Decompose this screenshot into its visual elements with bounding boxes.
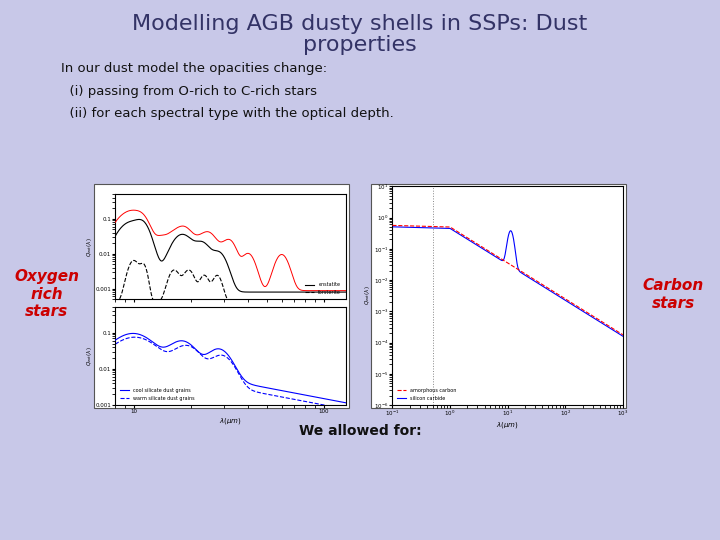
warm silicate dust grains: [278, 394, 287, 400]
Text: We allowed for:: We allowed for:: [299, 424, 421, 438]
silicon carbide: [429, 225, 438, 231]
Y-axis label: $Q_{ext}(\lambda)$: $Q_{ext}(\lambda)$: [85, 237, 94, 256]
X-axis label: $\lambda(\mu m)$: $\lambda(\mu m)$: [219, 416, 242, 426]
enstatite: [337, 289, 346, 295]
warm silicate dust grains: [130, 334, 139, 340]
amorphous carbon: [562, 296, 570, 302]
amorphous carbon: [542, 284, 551, 290]
enstatite: [301, 289, 310, 295]
warm silicate dust grains: [186, 343, 195, 350]
amorphous carbon: [492, 253, 501, 259]
enstatite: [221, 255, 230, 262]
Text: Carbon
stars: Carbon stars: [642, 278, 704, 310]
cool silicate dust grains: [278, 387, 287, 394]
amorphous carbon: [524, 273, 533, 279]
Text: properties: properties: [303, 35, 417, 55]
Legend: amorphous carbon, silicon carbide: amorphous carbon, silicon carbide: [395, 386, 459, 402]
Text: (i) passing from O-rich to C-rich stars: (i) passing from O-rich to C-rich stars: [61, 85, 318, 98]
enstatite: [341, 289, 350, 295]
forsterite: [221, 291, 230, 297]
cool silicate dust grains: [129, 330, 138, 336]
Y-axis label: $Q_{ext}(\lambda)$: $Q_{ext}(\lambda)$: [364, 286, 372, 306]
warm silicate dust grains: [256, 390, 265, 396]
forsterite: [248, 299, 257, 306]
enstatite: [111, 233, 120, 239]
Legend: enstatite, forsterite: enstatite, forsterite: [303, 280, 343, 297]
Line: warm silicate dust grains: warm silicate dust grains: [115, 337, 346, 409]
enstatite: [274, 289, 282, 295]
Line: forsterite: forsterite: [115, 260, 346, 302]
Line: enstatite: enstatite: [115, 219, 346, 292]
enstatite: [222, 259, 231, 265]
FancyBboxPatch shape: [94, 184, 349, 408]
warm silicate dust grains: [279, 394, 287, 401]
Legend: cool silicate dust grains, warm silicate dust grains: cool silicate dust grains, warm silicate…: [117, 386, 197, 402]
silicon carbide: [562, 298, 570, 304]
forsterite: [341, 299, 350, 306]
cool silicate dust grains: [139, 333, 148, 339]
forsterite: [249, 299, 258, 306]
amorphous carbon: [618, 332, 627, 338]
enstatite: [248, 289, 257, 295]
forsterite: [130, 257, 138, 264]
cool silicate dust grains: [256, 383, 265, 390]
cool silicate dust grains: [341, 400, 350, 406]
enstatite: [135, 216, 143, 222]
amorphous carbon: [447, 225, 456, 231]
silicon carbide: [542, 285, 551, 292]
Line: silicon carbide: silicon carbide: [392, 227, 623, 336]
warm silicate dust grains: [203, 355, 212, 362]
forsterite: [111, 299, 120, 306]
Line: amorphous carbon: amorphous carbon: [392, 225, 623, 335]
warm silicate dust grains: [111, 341, 120, 347]
cool silicate dust grains: [111, 337, 120, 343]
silicon carbide: [447, 226, 456, 233]
amorphous carbon: [429, 223, 438, 230]
Y-axis label: $Q_{ext}(\lambda)$: $Q_{ext}(\lambda)$: [85, 346, 94, 366]
silicon carbide: [492, 254, 501, 261]
forsterite: [337, 299, 346, 306]
FancyBboxPatch shape: [371, 184, 626, 408]
amorphous carbon: [388, 222, 397, 228]
forsterite: [222, 294, 231, 301]
forsterite: [236, 299, 245, 306]
warm silicate dust grains: [341, 406, 350, 413]
silicon carbide: [524, 274, 533, 280]
Text: Oxygen
rich
stars: Oxygen rich stars: [14, 269, 79, 319]
Text: In our dust model the opacities change:: In our dust model the opacities change:: [61, 62, 328, 75]
warm silicate dust grains: [139, 335, 148, 342]
Text: Modelling AGB dusty shells in SSPs: Dust: Modelling AGB dusty shells in SSPs: Dust: [132, 14, 588, 33]
enstatite: [236, 288, 245, 294]
silicon carbide: [618, 333, 627, 340]
cool silicate dust grains: [279, 388, 287, 394]
cool silicate dust grains: [203, 350, 212, 357]
Text: (ii) for each spectral type with the optical depth.: (ii) for each spectral type with the opt…: [61, 107, 394, 120]
forsterite: [301, 299, 310, 306]
Line: cool silicate dust grains: cool silicate dust grains: [115, 333, 346, 403]
silicon carbide: [388, 224, 397, 230]
X-axis label: $\lambda(\mu m)$: $\lambda(\mu m)$: [496, 420, 519, 430]
cool silicate dust grains: [186, 341, 195, 348]
